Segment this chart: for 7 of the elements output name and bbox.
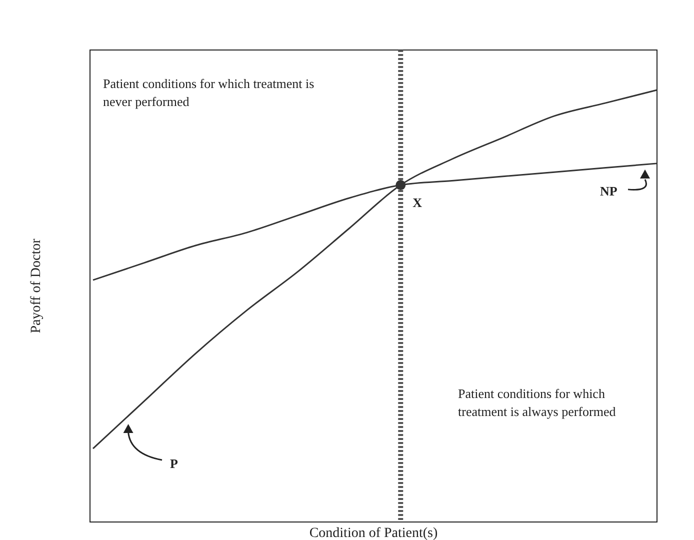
annotation: X: [412, 195, 423, 210]
series-label: NP: [600, 183, 618, 198]
y-axis-title: Payoff of Doctor: [29, 238, 44, 334]
text: P: [170, 456, 178, 471]
annotation: Patient conditions for which treatment is never performed: [103, 76, 314, 109]
annotation: Patient conditions for which treatment is always performed: [458, 386, 616, 419]
x-axis-title: Condition of Patient(s): [309, 526, 438, 540]
